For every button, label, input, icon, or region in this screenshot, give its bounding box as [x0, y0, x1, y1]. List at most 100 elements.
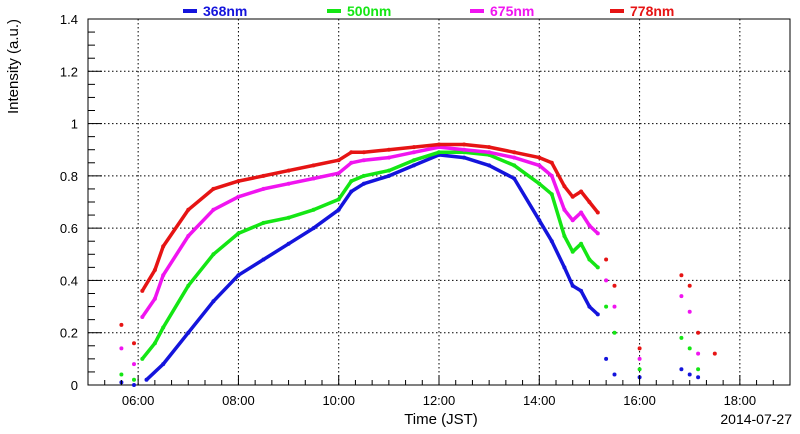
plot-frame — [87, 18, 791, 386]
data-point-675nm — [236, 194, 241, 199]
data-point-675nm — [411, 150, 416, 155]
data-point-675nm — [612, 304, 617, 309]
y-tick-label: 0.4 — [60, 273, 78, 288]
data-point-675nm — [261, 186, 266, 191]
data-point-778nm — [236, 179, 241, 184]
data-point-778nm — [152, 268, 157, 272]
data-point-778nm — [595, 210, 600, 215]
data-point-675nm — [132, 362, 136, 367]
data-point-778nm — [411, 145, 416, 150]
data-point-675nm — [349, 160, 354, 165]
data-point-368nm — [549, 239, 554, 244]
y-tick-label: 0 — [71, 378, 78, 393]
data-point-778nm — [311, 163, 316, 168]
data-point-500nm — [562, 234, 567, 238]
data-point-368nm — [595, 312, 600, 317]
data-point-675nm — [286, 181, 291, 186]
data-point-778nm — [140, 288, 145, 293]
data-point-675nm — [211, 207, 216, 212]
data-point-368nm — [361, 181, 366, 186]
series-line-368nm — [145, 153, 599, 382]
data-point-675nm — [604, 278, 609, 283]
x-tick-label: 18:00 — [724, 393, 757, 408]
data-point-675nm — [512, 155, 517, 160]
data-point-675nm — [579, 210, 584, 215]
y-tick-label: 1 — [71, 117, 78, 132]
x-tick-label: 16:00 — [623, 393, 656, 408]
data-point-675nm — [687, 309, 692, 314]
data-point-675nm — [336, 171, 341, 176]
data-point-675nm — [152, 296, 157, 301]
data-point-500nm — [349, 179, 354, 184]
data-point-778nm — [637, 346, 642, 351]
x-axis-title: Time (JST) — [404, 411, 478, 428]
data-point-368nm — [604, 356, 609, 361]
data-point-500nm — [161, 325, 166, 330]
data-point-675nm — [140, 315, 145, 319]
legend-label-368nm: 368nm — [203, 3, 247, 19]
data-point-368nm — [570, 283, 575, 288]
data-point-500nm — [549, 192, 554, 197]
data-point-500nm — [311, 207, 316, 212]
data-point-368nm — [286, 241, 291, 246]
x-tick-label: 10:00 — [322, 393, 355, 408]
data-point-675nm — [119, 346, 124, 351]
data-point-368nm — [512, 176, 517, 181]
data-point-368nm — [161, 362, 166, 367]
data-point-500nm — [679, 335, 684, 340]
data-point-675nm — [487, 150, 492, 155]
data-point-778nm — [512, 150, 517, 155]
data-point-368nm — [411, 163, 416, 168]
data-point-778nm — [437, 142, 441, 147]
data-point-500nm — [687, 346, 692, 351]
data-point-368nm — [462, 155, 467, 160]
legend-label-778nm: 778nm — [630, 3, 674, 19]
data-point-500nm — [119, 372, 124, 377]
data-point-368nm — [587, 304, 592, 309]
y-tick-label: 1.4 — [60, 12, 78, 27]
axes: 06:00 08:00 10:00 12:00 14:00 16:00 18:00 0 0.2 0… — [60, 12, 791, 408]
data-point-500nm — [336, 197, 341, 202]
data-point-368nm — [349, 189, 354, 194]
data-point-675nm — [696, 351, 701, 356]
data-point-778nm — [386, 147, 391, 152]
date-label: 2014-07-27 — [720, 411, 792, 427]
data-point-778nm — [696, 330, 701, 335]
data-point-500nm — [537, 181, 542, 186]
legend-label-675nm: 675nm — [490, 3, 534, 19]
data-point-675nm — [311, 176, 316, 181]
data-point-778nm — [587, 200, 592, 204]
data-point-778nm — [537, 155, 542, 160]
data-point-368nm — [336, 207, 341, 212]
data-point-500nm — [604, 304, 609, 309]
series-778nm — [119, 142, 717, 356]
data-point-778nm — [562, 184, 567, 189]
x-tick-label: 14:00 — [523, 393, 556, 408]
data-point-368nm — [211, 299, 216, 304]
data-point-778nm — [186, 207, 191, 212]
data-point-675nm — [587, 223, 592, 228]
series-layer — [119, 142, 717, 387]
data-point-500nm — [386, 168, 391, 173]
data-point-500nm — [512, 163, 517, 168]
y-tick-label: 1.2 — [60, 64, 78, 79]
data-point-500nm — [140, 356, 145, 361]
data-point-500nm — [261, 220, 266, 225]
data-point-675nm — [537, 163, 542, 168]
y-axis-title: Intensity (a.u.) — [5, 19, 22, 114]
data-point-778nm — [161, 244, 166, 249]
data-point-675nm — [386, 155, 391, 160]
data-point-675nm — [549, 173, 554, 178]
data-point-675nm — [562, 207, 567, 212]
data-point-500nm — [286, 215, 291, 220]
data-point-500nm — [637, 367, 642, 372]
data-point-368nm — [144, 377, 149, 382]
data-point-368nm — [687, 372, 692, 377]
y-tick-label: 0.2 — [60, 326, 78, 341]
data-point-500nm — [186, 283, 191, 288]
data-point-778nm — [487, 145, 492, 150]
data-point-778nm — [579, 189, 584, 194]
data-point-675nm — [462, 147, 467, 152]
x-tick-label: 08:00 — [222, 393, 255, 408]
